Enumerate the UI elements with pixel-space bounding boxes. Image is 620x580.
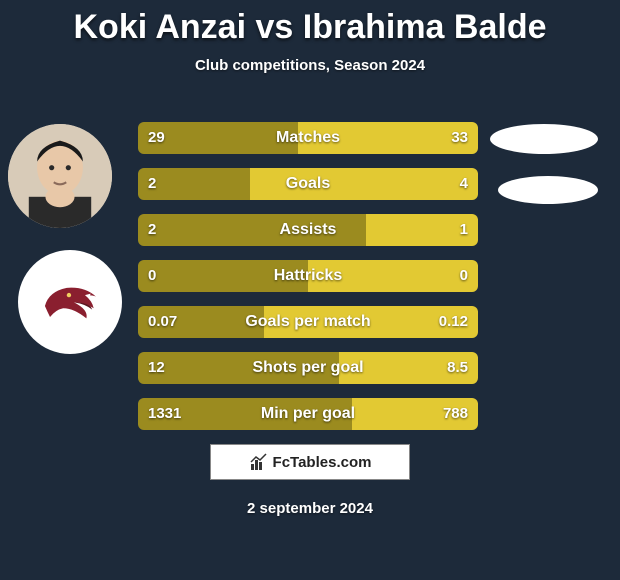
stat-value-left: 12 — [138, 352, 175, 384]
stat-value-left: 0.07 — [138, 306, 187, 338]
stat-label: Assists — [138, 214, 478, 246]
stat-value-right: 4 — [450, 168, 478, 200]
date-text: 2 september 2024 — [0, 500, 620, 517]
stat-label: Matches — [138, 122, 478, 154]
decor-blob-2 — [498, 176, 598, 204]
stat-value-left: 0 — [138, 260, 166, 292]
stat-value-left: 2 — [138, 168, 166, 200]
stat-value-left: 29 — [138, 122, 175, 154]
stat-value-left: 1331 — [138, 398, 191, 430]
player1-photo-icon — [8, 124, 112, 228]
stat-label: Goals per match — [138, 306, 478, 338]
stat-row: Matches29 33 — [138, 122, 478, 154]
stat-row: Goals per match0.07 0.12 — [138, 306, 478, 338]
stat-label: Shots per goal — [138, 352, 478, 384]
stat-label: Hattricks — [138, 260, 478, 292]
team-logo-icon — [34, 266, 107, 339]
page-title: Koki Anzai vs Ibrahima Balde — [0, 0, 620, 47]
stat-value-right: 0.12 — [429, 306, 478, 338]
stat-row: Min per goal1331788 — [138, 398, 478, 430]
subtitle: Club competitions, Season 2024 — [0, 57, 620, 74]
stats-bars: Matches2933Goals24Assists21Hattricks00Go… — [138, 122, 478, 444]
brand-box: FcTables.com — [210, 444, 410, 480]
stat-row: Shots per goal12 8.5 — [138, 352, 478, 384]
player2-avatar — [18, 250, 122, 354]
stat-value-left: 2 — [138, 214, 166, 246]
player1-avatar — [8, 124, 112, 228]
stat-row: Assists2 1 — [138, 214, 478, 246]
decor-blob-1 — [490, 124, 598, 154]
stat-value-right: 0 — [450, 260, 478, 292]
stat-value-right: 33 — [441, 122, 478, 154]
stat-label: Goals — [138, 168, 478, 200]
stat-value-right: 8.5 — [437, 352, 478, 384]
stat-value-right: 1 — [450, 214, 478, 246]
stat-row: Hattricks0 0 — [138, 260, 478, 292]
stat-row: Goals2 4 — [138, 168, 478, 200]
stat-value-right: 788 — [433, 398, 478, 430]
brand-text: FcTables.com — [273, 454, 372, 471]
brand-logo-icon — [249, 452, 269, 472]
